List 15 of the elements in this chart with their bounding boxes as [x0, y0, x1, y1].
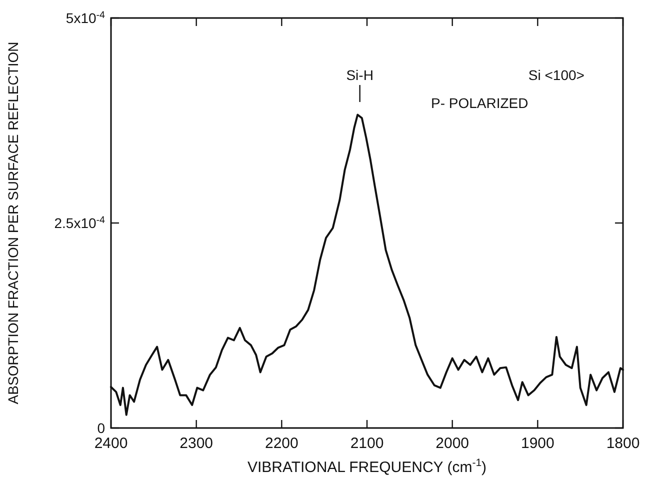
y-axis-title: ABSORPTION FRACTION PER SURFACE REFLECTION	[5, 42, 21, 404]
y-tick-label: 0	[97, 420, 106, 436]
x-tick-label: 1900	[520, 435, 554, 452]
x-tick-label: 2300	[180, 435, 214, 452]
annotation: Si <100>	[528, 67, 584, 83]
x-tick-label: 2000	[436, 435, 470, 452]
x-tick-label: 2100	[350, 435, 384, 452]
x-axis-title: VIBRATIONAL FREQUENCY (cm$^{-1}$)	[247, 457, 487, 476]
annotation: P- POLARIZED	[431, 95, 528, 111]
x-tick-label: 2200	[264, 435, 298, 452]
y-tick-label: 2.5x10$^{-4}$	[54, 214, 106, 231]
x-tick-label: 1800	[606, 435, 640, 452]
x-tick-label: 2400	[94, 435, 128, 452]
y-tick-label: 5x10$^{-4}$	[66, 9, 106, 26]
annotation: Si-H	[346, 67, 374, 83]
